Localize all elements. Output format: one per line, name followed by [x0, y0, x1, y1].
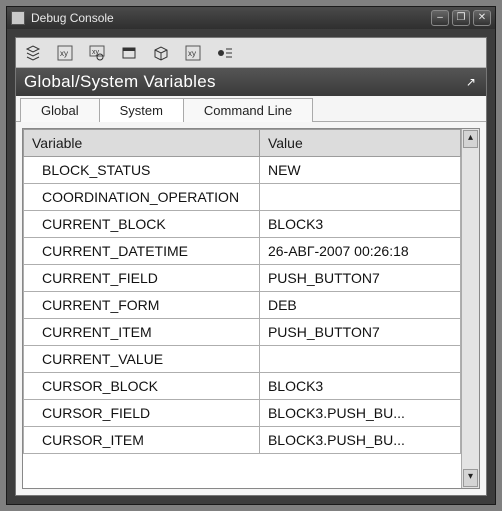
- tab-global[interactable]: Global: [20, 98, 100, 122]
- cell-value: DEB: [259, 292, 460, 319]
- client-area: xy xy xy Global/System Variables ↗ Globa: [15, 37, 487, 496]
- table-row[interactable]: CURSOR_ITEMBLOCK3.PUSH_BU...: [24, 427, 461, 454]
- svg-text:xy: xy: [60, 49, 68, 58]
- scroll-up-button[interactable]: ▴: [463, 130, 478, 148]
- grid-body: Variable Value BLOCK_STATUSNEWCOORDINATI…: [23, 129, 461, 488]
- cell-value: BLOCK3.PUSH_BU...: [259, 427, 460, 454]
- cell-value: PUSH_BUTTON7: [259, 319, 460, 346]
- table-row[interactable]: CURSOR_BLOCKBLOCK3: [24, 373, 461, 400]
- vertical-scrollbar[interactable]: ▴ ▾: [461, 129, 479, 488]
- table-row[interactable]: CURRENT_VALUE: [24, 346, 461, 373]
- table-row[interactable]: CURRENT_ITEMPUSH_BUTTON7: [24, 319, 461, 346]
- watch-icon[interactable]: xy: [86, 42, 108, 64]
- cell-value: [259, 184, 460, 211]
- cell-variable: CURRENT_ITEM: [24, 319, 260, 346]
- col-header-value[interactable]: Value: [259, 130, 460, 157]
- scroll-down-button[interactable]: ▾: [463, 469, 478, 487]
- table-row[interactable]: CURRENT_DATETIME26-АВГ-2007 00:26:18: [24, 238, 461, 265]
- window-title: Debug Console: [31, 11, 425, 25]
- table-row[interactable]: COORDINATION_OPERATION: [24, 184, 461, 211]
- cell-value: NEW: [259, 157, 460, 184]
- svg-text:xy: xy: [188, 49, 196, 58]
- cell-variable: CURRENT_FORM: [24, 292, 260, 319]
- window-icon[interactable]: [118, 42, 140, 64]
- cell-variable: CURRENT_BLOCK: [24, 211, 260, 238]
- table-row[interactable]: CURSOR_FIELDBLOCK3.PUSH_BU...: [24, 400, 461, 427]
- close-button[interactable]: ✕: [473, 10, 491, 26]
- breakpoints-icon[interactable]: [214, 42, 236, 64]
- cell-variable: CURSOR_ITEM: [24, 427, 260, 454]
- variables-grid: Variable Value BLOCK_STATUSNEWCOORDINATI…: [22, 128, 480, 489]
- cell-value: 26-АВГ-2007 00:26:18: [259, 238, 460, 265]
- table-row[interactable]: CURRENT_FIELDPUSH_BUTTON7: [24, 265, 461, 292]
- cell-value: PUSH_BUTTON7: [259, 265, 460, 292]
- table-header-row: Variable Value: [24, 130, 461, 157]
- cell-variable: CURRENT_FIELD: [24, 265, 260, 292]
- col-header-variable[interactable]: Variable: [24, 130, 260, 157]
- cell-value: BLOCK3: [259, 373, 460, 400]
- titlebar[interactable]: Debug Console – ❐ ✕: [7, 7, 495, 29]
- cell-variable: CURSOR_BLOCK: [24, 373, 260, 400]
- minimize-button[interactable]: –: [431, 10, 449, 26]
- stack-icon[interactable]: [22, 42, 44, 64]
- cell-variable: CURRENT_DATETIME: [24, 238, 260, 265]
- tab-command-line[interactable]: Command Line: [183, 98, 313, 122]
- cell-variable: BLOCK_STATUS: [24, 157, 260, 184]
- expand-icon[interactable]: ↗: [464, 75, 478, 89]
- xy-var-icon[interactable]: xy: [54, 42, 76, 64]
- cell-variable: CURSOR_FIELD: [24, 400, 260, 427]
- toolbar: xy xy xy: [16, 38, 486, 68]
- window-controls: – ❐ ✕: [431, 10, 491, 26]
- cell-value: [259, 346, 460, 373]
- xy-box-icon[interactable]: xy: [182, 42, 204, 64]
- cell-value: BLOCK3: [259, 211, 460, 238]
- maximize-button[interactable]: ❐: [452, 10, 470, 26]
- table-row[interactable]: CURRENT_FORMDEB: [24, 292, 461, 319]
- cell-variable: COORDINATION_OPERATION: [24, 184, 260, 211]
- debug-console-window: Debug Console – ❐ ✕ xy xy xy: [6, 6, 496, 505]
- cell-value: BLOCK3.PUSH_BU...: [259, 400, 460, 427]
- table-row[interactable]: BLOCK_STATUSNEW: [24, 157, 461, 184]
- variables-table: Variable Value BLOCK_STATUSNEWCOORDINATI…: [23, 129, 461, 454]
- panel-header: Global/System Variables ↗: [16, 68, 486, 96]
- tab-strip: Global System Command Line: [16, 96, 486, 122]
- tab-system[interactable]: System: [99, 98, 184, 122]
- table-area: Variable Value BLOCK_STATUSNEWCOORDINATI…: [16, 122, 486, 495]
- panel-title: Global/System Variables: [24, 72, 216, 92]
- cell-variable: CURRENT_VALUE: [24, 346, 260, 373]
- app-icon: [11, 11, 25, 25]
- table-row[interactable]: CURRENT_BLOCKBLOCK3: [24, 211, 461, 238]
- package-icon[interactable]: [150, 42, 172, 64]
